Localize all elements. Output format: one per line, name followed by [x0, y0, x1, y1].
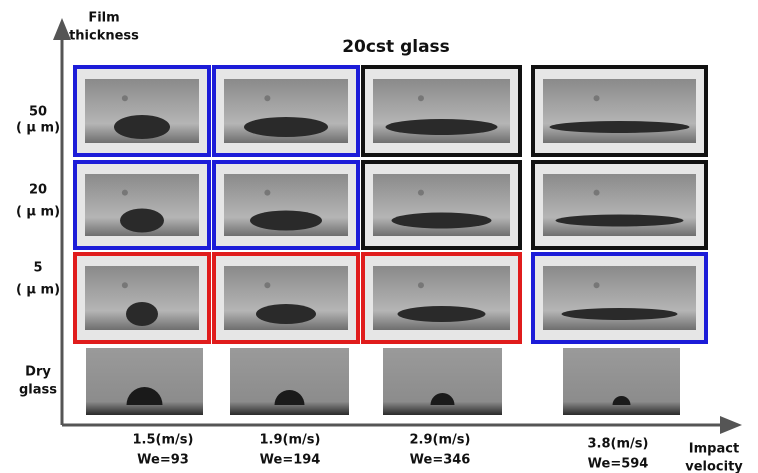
row-label: ( μ m) [16, 205, 60, 220]
tracer [122, 190, 128, 196]
droplet [392, 213, 492, 229]
droplet [562, 308, 678, 320]
row-label: Dry [25, 365, 51, 380]
tracer [594, 190, 600, 196]
photo [543, 79, 696, 143]
row-label: 20 [29, 183, 47, 198]
droplet [120, 209, 164, 233]
column-velocity: 2.9(m/s) [410, 433, 471, 448]
column-weber: We=346 [410, 453, 471, 468]
tracer [418, 95, 424, 101]
droplet [256, 304, 316, 324]
row-label: 50 [29, 105, 47, 120]
y-axis-label: thickness [69, 29, 139, 44]
droplet [250, 211, 322, 231]
droplet [114, 115, 170, 139]
column-weber: We=594 [588, 457, 649, 472]
tracer [122, 282, 128, 288]
column-weber: We=194 [260, 453, 321, 468]
droplet [556, 215, 684, 227]
tracer [418, 282, 424, 288]
column-velocity: 3.8(m/s) [588, 437, 649, 452]
droplet [126, 302, 158, 326]
photo [543, 174, 696, 236]
row-label: 5 [33, 261, 42, 276]
y-axis-label: Film [88, 11, 119, 26]
tracer [594, 95, 600, 101]
x-axis-label: Impact [689, 442, 739, 457]
row-label: glass [19, 383, 57, 398]
tracer [264, 95, 270, 101]
column-velocity: 1.5(m/s) [133, 433, 194, 448]
droplet [386, 119, 498, 135]
tracer [594, 282, 600, 288]
column-velocity: 1.9(m/s) [260, 433, 321, 448]
droplet [550, 121, 690, 133]
column-weber: We=93 [137, 453, 189, 468]
row-label: ( μ m) [16, 283, 60, 298]
title: 20cst glass [342, 37, 450, 57]
row-label: ( μ m) [16, 121, 60, 136]
droplet [398, 306, 486, 322]
x-axis-label: velocity [685, 460, 743, 473]
tracer [122, 95, 128, 101]
tracer [264, 190, 270, 196]
photo [543, 266, 696, 330]
tracer [418, 190, 424, 196]
droplet [244, 117, 328, 137]
x-arrow [720, 416, 742, 434]
figure: Film thickness Impact velocity 20cst gla… [0, 0, 758, 473]
tracer [264, 282, 270, 288]
